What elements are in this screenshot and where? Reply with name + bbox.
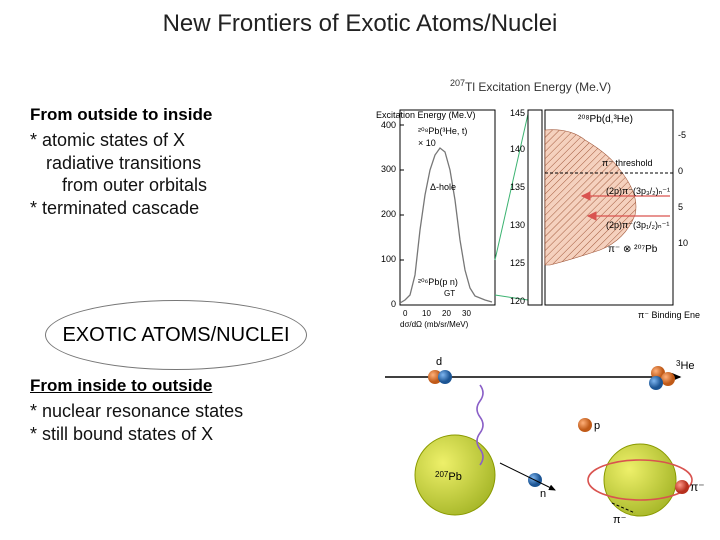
svg-text:²⁰⁶Pb(p n): ²⁰⁶Pb(p n): [418, 277, 458, 287]
svg-text:0: 0: [403, 309, 408, 318]
right-axis-title: π⁻ Binding Energy (Me.V): [638, 310, 700, 320]
exotic-atoms-box: EXOTIC ATOMS/NUCLEI: [45, 300, 307, 370]
svg-text:π⁻: π⁻: [613, 514, 627, 526]
svg-text:120: 120: [510, 296, 525, 306]
svg-text:10: 10: [678, 238, 688, 248]
chart-title-rest: Tl Excitation Energy (Me.V): [465, 80, 611, 94]
heading-in-out: From inside to outside: [30, 376, 360, 396]
svg-text:10: 10: [422, 309, 431, 318]
svg-text:145: 145: [510, 108, 525, 118]
svg-text:3He: 3He: [676, 359, 695, 372]
svg-text:-5: -5: [678, 130, 686, 140]
svg-text:(2p)π⁻(3p₁/₂)ₙ⁻¹: (2p)π⁻(3p₁/₂)ₙ⁻¹: [606, 220, 669, 230]
svg-text:130: 130: [510, 220, 525, 230]
x-axis-label: dσ/dΩ (mb/sr/MeV): [400, 320, 469, 329]
section-outside-to-inside: From outside to inside * atomic states o…: [30, 105, 360, 219]
svg-text:135: 135: [510, 182, 525, 192]
svg-text:n: n: [540, 488, 546, 500]
exotic-atoms-label: EXOTIC ATOMS/NUCLEI: [62, 324, 289, 347]
excitation-chart: 0 100 200 300 400 Excitation Energy (Me.…: [370, 100, 700, 330]
svg-text:(2p)π⁻(3p₃/₂)ₙ⁻¹: (2p)π⁻(3p₃/₂)ₙ⁻¹: [606, 186, 670, 196]
right-panel-label: ²⁰⁸Pb(d,³He): [578, 114, 633, 125]
svg-text:125: 125: [510, 258, 525, 268]
svg-text:²⁰⁸Pb(³He, t): ²⁰⁸Pb(³He, t): [418, 126, 467, 136]
svg-text:0: 0: [391, 299, 396, 309]
svg-text:Δ-hole: Δ-hole: [430, 182, 456, 192]
svg-text:π⁻: π⁻: [690, 480, 705, 494]
svg-text:p: p: [594, 420, 600, 432]
chart-top-title: 207Tl Excitation Energy (Me.V): [450, 78, 611, 94]
bullet-atomic-states: * atomic states of X: [30, 129, 360, 152]
svg-text:× 10: × 10: [418, 138, 436, 148]
page-title: New Frontiers of Exotic Atoms/Nuclei: [0, 10, 720, 38]
svg-text:π⁻ ⊗ ²⁰⁷Pb: π⁻ ⊗ ²⁰⁷Pb: [608, 244, 658, 255]
svg-text:π⁻ threshold: π⁻ threshold: [602, 158, 652, 168]
svg-text:30: 30: [462, 309, 471, 318]
svg-text:GT: GT: [444, 289, 455, 298]
svg-text:100: 100: [381, 254, 396, 264]
bullet-cascade: * terminated cascade: [30, 197, 360, 220]
svg-text:5: 5: [678, 202, 683, 212]
svg-text:20: 20: [442, 309, 451, 318]
chart-title-sup: 207: [450, 78, 465, 88]
svg-text:300: 300: [381, 164, 396, 174]
bullet-orbitals: from outer orbitals: [62, 174, 360, 197]
heading-out-in: From outside to inside: [30, 105, 360, 125]
bullet-radiative: radiative transitions: [46, 152, 360, 175]
bullet-resonance: * nuclear resonance states: [30, 400, 360, 423]
bullet-bound: * still bound states of X: [30, 423, 360, 446]
svg-text:400: 400: [381, 120, 396, 130]
svg-text:0: 0: [678, 166, 683, 176]
svg-text:140: 140: [510, 144, 525, 154]
svg-text:200: 200: [381, 209, 396, 219]
left-axis-title: Excitation Energy (Me.V): [376, 110, 476, 120]
section-inside-to-outside: From inside to outside * nuclear resonan…: [30, 376, 360, 445]
reaction-diagram: d 3He 207Pb n p π⁻ π⁻: [380, 355, 710, 530]
svg-text:d: d: [436, 356, 442, 368]
